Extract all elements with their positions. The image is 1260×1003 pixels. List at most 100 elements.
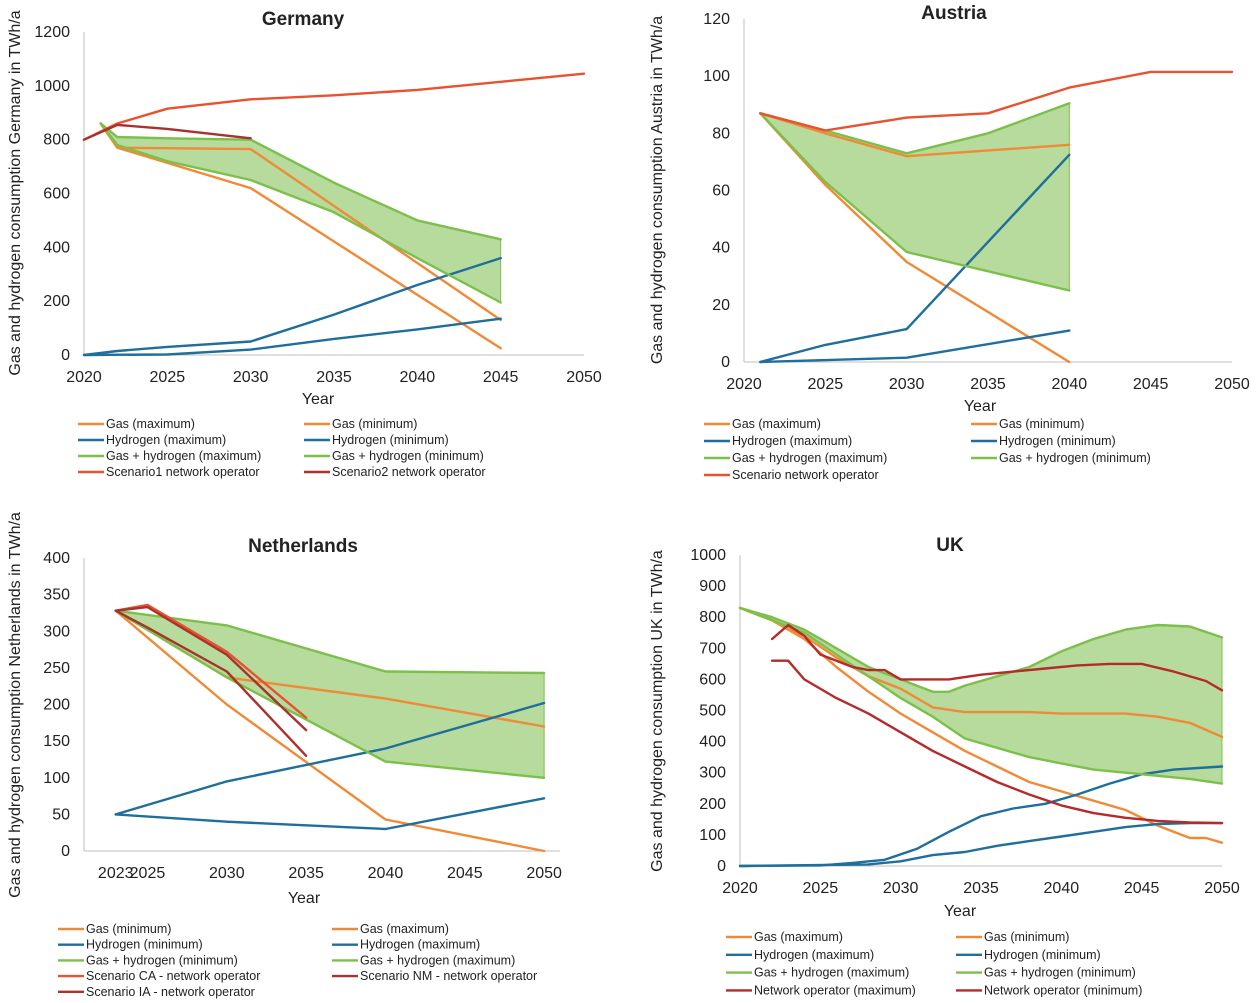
series-line-hydrogen-minimum bbox=[114, 797, 546, 831]
x-tick-label: 2020 bbox=[66, 369, 102, 386]
legend-entry: Gas + hydrogen (minimum) bbox=[984, 966, 1136, 980]
series-line-gas-hydrogen-maximum bbox=[99, 122, 502, 241]
chart-title: Netherlands bbox=[248, 536, 358, 557]
legend-entry: Scenario CA - network operator bbox=[86, 969, 260, 983]
legend-entry: Scenario2 network operator bbox=[332, 465, 486, 479]
x-tick-label: 2045 bbox=[483, 369, 519, 386]
legend-entry: Network operator (maximum) bbox=[754, 983, 916, 997]
legend: Gas (maximum) Gas (minimum) Hydrogen (maxi… bbox=[726, 930, 1142, 997]
legend: Gas (minimum) Gas (maximum) Hydrogen (mini… bbox=[58, 922, 537, 999]
legend-entry: Gas (maximum) bbox=[732, 417, 821, 431]
range-band bbox=[760, 103, 1070, 291]
legend-entry: Gas + hydrogen (minimum) bbox=[86, 953, 238, 967]
x-tick-label: 2020 bbox=[722, 880, 758, 897]
series-line-hydrogen-minimum bbox=[82, 317, 502, 357]
series-line-gas-hydrogen-minimum bbox=[99, 122, 502, 304]
x-tick-label: 2020 bbox=[726, 376, 762, 393]
x-tick-label: 2025 bbox=[808, 376, 844, 393]
y-tick-label: 300 bbox=[699, 765, 726, 782]
y-tick-label: 900 bbox=[699, 578, 726, 595]
x-tick-label: 2030 bbox=[883, 880, 919, 897]
x-tick-label: 2030 bbox=[889, 376, 925, 393]
x-axis-title: Year bbox=[302, 391, 335, 408]
x-tick-label: 2040 bbox=[400, 369, 436, 386]
series-line-gas-hydrogen-minimum bbox=[759, 112, 1071, 292]
series-line-gas-hydrogen-maximum bbox=[738, 606, 1224, 785]
legend-entry: Gas + hydrogen (minimum) bbox=[999, 451, 1151, 465]
range-band bbox=[100, 123, 501, 303]
y-tick-label: 400 bbox=[43, 550, 70, 567]
y-axis-title: Gas and hydrogen consumption Germany in … bbox=[7, 10, 24, 375]
legend-entry: Gas (minimum) bbox=[332, 417, 417, 431]
y-tick-label: 0 bbox=[721, 354, 730, 371]
y-tick-label: 100 bbox=[699, 827, 726, 844]
x-tick-label: 2050 bbox=[1204, 880, 1240, 897]
x-tick-label: 2040 bbox=[368, 865, 404, 882]
x-tick-label: 2035 bbox=[970, 376, 1006, 393]
series-line-hydrogen-maximum bbox=[114, 701, 546, 816]
legend-entry: Hydrogen (maximum) bbox=[106, 433, 226, 447]
legend-entry: Gas + hydrogen (maximum) bbox=[360, 953, 515, 967]
y-tick-label: 250 bbox=[43, 660, 70, 677]
y-tick-label: 400 bbox=[699, 734, 726, 751]
series-line-hydrogen-maximum bbox=[82, 256, 502, 357]
legend-entry: Hydrogen (minimum) bbox=[999, 434, 1116, 448]
legend-entry: Gas (minimum) bbox=[984, 930, 1069, 944]
y-tick-label: 200 bbox=[699, 796, 726, 813]
y-tick-label: 120 bbox=[703, 11, 730, 28]
chart-title: Germany bbox=[262, 9, 345, 30]
y-tick-label: 800 bbox=[699, 609, 726, 626]
legend-entry: Gas (minimum) bbox=[86, 922, 171, 936]
y-tick-label: 100 bbox=[703, 68, 730, 85]
range-band bbox=[115, 610, 545, 778]
y-tick-label: 200 bbox=[43, 697, 70, 714]
y-axis-title: Gas and hydrogen consumption UK in TWh/a bbox=[649, 550, 666, 872]
legend-entry: Hydrogen (maximum) bbox=[754, 948, 874, 962]
legend-entry: Gas + hydrogen (minimum) bbox=[332, 449, 484, 463]
series-line-hydrogen-maximum bbox=[759, 153, 1071, 364]
x-axis-title: Year bbox=[288, 890, 321, 907]
legend-entry: Hydrogen (maximum) bbox=[360, 938, 480, 952]
y-tick-label: 600 bbox=[699, 671, 726, 688]
legend-entry: Hydrogen (minimum) bbox=[86, 938, 203, 952]
legend-entry: Gas (maximum) bbox=[754, 930, 843, 944]
y-tick-label: 50 bbox=[52, 806, 70, 823]
y-tick-label: 1200 bbox=[34, 24, 70, 41]
range-band bbox=[740, 607, 1222, 784]
x-tick-label: 2040 bbox=[1044, 880, 1080, 897]
series-line-gas-maximum bbox=[759, 112, 1071, 158]
chart-title: UK bbox=[936, 535, 964, 556]
legend: Gas (maximum) Gas (minimum) Hydrogen (maxi… bbox=[78, 417, 486, 479]
y-tick-label: 80 bbox=[712, 125, 730, 142]
legend-entry: Gas (maximum) bbox=[360, 922, 449, 936]
x-axis-title: Year bbox=[964, 398, 997, 415]
legend-entry: Scenario IA - network operator bbox=[86, 985, 255, 999]
x-tick-label: 2035 bbox=[963, 880, 999, 897]
legend-entry: Hydrogen (minimum) bbox=[332, 433, 449, 447]
x-tick-label: 2045 bbox=[1124, 880, 1160, 897]
legend-entry: Hydrogen (maximum) bbox=[732, 434, 852, 448]
y-tick-label: 700 bbox=[699, 640, 726, 657]
y-tick-label: 100 bbox=[43, 770, 70, 787]
legend-entry: Gas + hydrogen (maximum) bbox=[732, 451, 887, 465]
x-tick-label: 2050 bbox=[1214, 376, 1250, 393]
y-tick-label: 400 bbox=[43, 239, 70, 256]
chart-uk: 0 100 200 300 400 500 600 700 800 900 1000 2020 2025… bbox=[649, 535, 1240, 997]
legend-entry: Scenario NM - network operator bbox=[360, 969, 537, 983]
series-line-network-operator-maximum bbox=[770, 623, 1224, 692]
legend: Gas (maximum) Gas (minimum) Hydrogen (maxi… bbox=[704, 417, 1151, 482]
x-axis-title: Year bbox=[944, 903, 977, 920]
x-tick-label: 2025 bbox=[150, 369, 186, 386]
chart-germany: 0 200 400 600 800 1000 1200 2020 2025 2030 2035 204… bbox=[7, 9, 602, 479]
y-tick-label: 350 bbox=[43, 587, 70, 604]
y-axis-title: Gas and hydrogen consumption Netherlands… bbox=[7, 512, 24, 898]
series-line-scenario-ia-network-operator bbox=[114, 609, 308, 757]
x-tick-label: 2025 bbox=[130, 865, 166, 882]
x-tick-label: 2023 bbox=[98, 865, 134, 882]
legend-entry: Scenario network operator bbox=[732, 468, 879, 482]
y-tick-label: 500 bbox=[699, 703, 726, 720]
legend-entry: Gas + hydrogen (maximum) bbox=[106, 449, 261, 463]
chart-title: Austria bbox=[921, 3, 987, 24]
